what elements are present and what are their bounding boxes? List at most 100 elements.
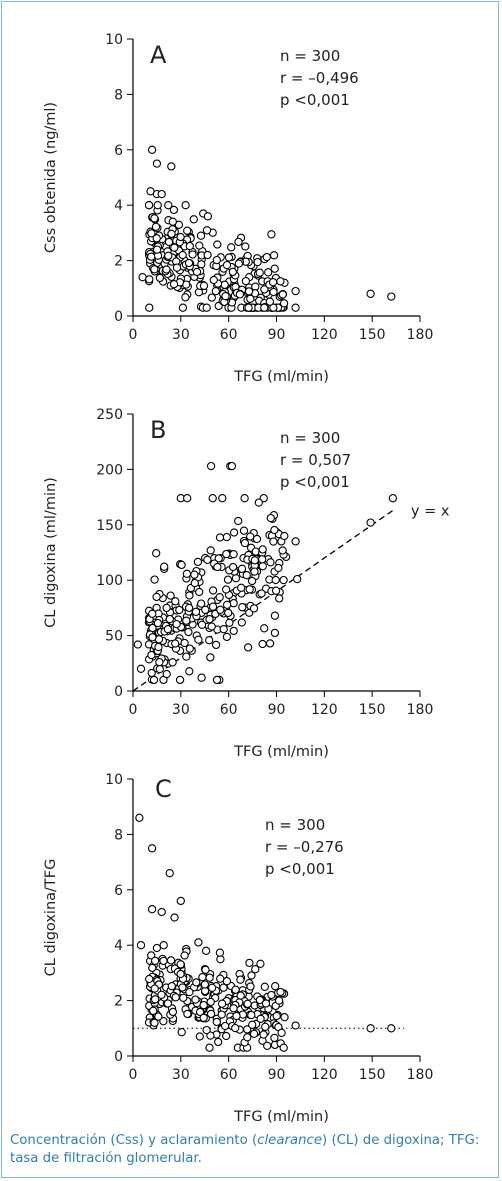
data-point (133, 640, 142, 649)
data-point (157, 990, 166, 999)
data-point (168, 1007, 178, 1017)
data-point (165, 614, 174, 624)
data-point (227, 461, 237, 471)
data-point (178, 983, 187, 992)
data-point (258, 555, 267, 564)
y-tick-label: 2 (114, 254, 123, 270)
x-tick-label: 0 (129, 1067, 138, 1083)
stat-line: r = –0,496 (280, 69, 359, 87)
data-point (278, 546, 287, 555)
identity-line-label: y = x (411, 503, 450, 519)
data-point (168, 217, 177, 226)
data-point (293, 574, 302, 584)
y-tick-label: 0 (114, 1049, 123, 1065)
x-tick-label: 150 (359, 702, 386, 718)
y-tick-label: 8 (114, 87, 123, 103)
data-point (202, 303, 211, 312)
data-point (229, 528, 239, 537)
data-point (291, 537, 300, 546)
data-point (199, 281, 209, 290)
data-point (229, 626, 238, 636)
data-point (213, 240, 222, 249)
data-point (258, 639, 267, 649)
data-point (185, 987, 194, 997)
data-point (260, 982, 269, 991)
data-point (246, 982, 255, 991)
data-point (245, 585, 254, 594)
data-point (222, 1031, 231, 1041)
data-point (255, 268, 264, 277)
data-point (206, 653, 215, 662)
data-point (279, 299, 289, 308)
data-point (211, 287, 220, 296)
data-point (205, 636, 214, 645)
data-point (208, 586, 218, 595)
data-point (192, 978, 201, 987)
data-point (136, 664, 146, 673)
data-point (166, 956, 176, 965)
data-point (152, 943, 162, 953)
data-point (267, 230, 276, 239)
y-tick-label: 4 (114, 198, 123, 214)
data-point (263, 1041, 272, 1050)
y-tick-label: 10 (105, 32, 123, 48)
x-tick-label: 150 (359, 1067, 386, 1083)
data-point (203, 555, 212, 564)
data-point (244, 287, 254, 296)
data-point (208, 602, 218, 611)
data-point (269, 537, 278, 546)
data-point (185, 591, 194, 600)
y-tick-label: 0 (114, 684, 123, 700)
data-point (148, 963, 157, 973)
data-point (152, 245, 162, 254)
data-point (175, 605, 184, 615)
data-point (274, 996, 284, 1005)
data-point (269, 251, 279, 260)
data-point (153, 618, 163, 628)
data-point (185, 241, 194, 251)
data-point (279, 1043, 288, 1052)
data-point (170, 243, 179, 252)
data-point (266, 558, 275, 567)
data-point (197, 620, 207, 629)
data-point (270, 264, 279, 273)
data-point (192, 267, 202, 277)
data-point (223, 575, 233, 584)
chart-panel-b: 0 30 60 90 120 150 180 0 50 100 150 200 250 TFG (ml/m… (43, 407, 450, 760)
data-point (246, 532, 255, 541)
data-point (245, 958, 254, 968)
data-point (257, 589, 266, 598)
data-point (206, 997, 215, 1007)
data-point (188, 250, 197, 259)
x-tick-label: 0 (129, 702, 138, 718)
data-point (250, 556, 259, 565)
data-point (153, 201, 162, 210)
data-point (168, 658, 177, 667)
data-point (267, 990, 276, 1000)
data-point (277, 1028, 286, 1037)
data-point (237, 618, 246, 627)
data-point (261, 999, 271, 1008)
data-point (202, 1025, 211, 1035)
x-axis-label: TFG (ml/min) (233, 744, 329, 760)
data-point (207, 622, 216, 631)
data-point (212, 675, 222, 685)
data-point (253, 257, 262, 267)
data-point (150, 984, 159, 993)
data-point (183, 494, 192, 503)
data-point (190, 570, 199, 579)
data-point (163, 999, 173, 1008)
data-point (266, 513, 275, 523)
data-point (279, 575, 288, 585)
data-point (215, 533, 225, 542)
data-point (201, 605, 210, 614)
data-point (147, 229, 156, 238)
data-point (150, 214, 159, 223)
data-point (229, 550, 238, 559)
data-point (231, 574, 241, 583)
data-point (149, 675, 159, 685)
data-point (205, 615, 214, 624)
data-point (180, 951, 189, 960)
x-tick-label: 30 (172, 327, 190, 343)
x-tick-label: 180 (407, 702, 434, 718)
